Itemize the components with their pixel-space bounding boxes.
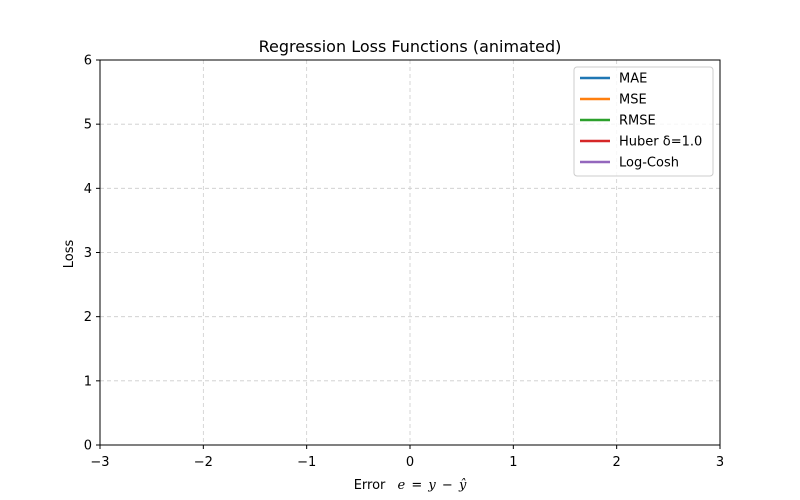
x-tick-label: −3 (90, 455, 109, 470)
legend-box (573, 66, 714, 177)
x-axis-label: Error e = y − ŷ (354, 478, 467, 493)
y-tick-label: 2 (84, 310, 92, 325)
chart-title: Regression Loss Functions (animated) (259, 37, 562, 56)
x-tick-label: 2 (613, 455, 621, 470)
y-tick-label: 6 (84, 54, 92, 69)
y-axis-ticks: 0 1 2 3 4 5 6 (84, 54, 100, 454)
legend-label: RMSE (619, 114, 656, 129)
x-tick-label: 3 (716, 455, 724, 470)
x-axis-label-eq: = (411, 478, 422, 493)
y-tick-label: 1 (84, 374, 92, 389)
x-axis-label-yhat: ŷ (458, 478, 467, 493)
legend-label: MSE (619, 93, 647, 108)
x-axis-label-e: e (398, 478, 406, 493)
legend-label: MAE (619, 72, 647, 87)
y-tick-label: 4 (84, 182, 92, 197)
y-tick-label: 5 (84, 118, 92, 133)
x-axis-ticks: −3 −2 −1 0 1 2 3 (90, 445, 724, 470)
x-axis-label-y: y (427, 478, 436, 493)
legend-label: Log-Cosh (619, 156, 679, 171)
y-tick-label: 3 (84, 246, 92, 261)
grid (100, 60, 720, 445)
x-axis-label-minus: − (442, 478, 453, 493)
y-tick-label: 0 (84, 439, 92, 454)
legend: MAE MSE RMSE Huber δ=1.0 Log-Cosh (573, 66, 714, 177)
x-tick-label: −2 (194, 455, 213, 470)
legend-label: Huber δ=1.0 (619, 135, 702, 150)
y-axis-label: Loss (62, 240, 77, 269)
x-axis-label-prefix: Error (354, 478, 386, 493)
x-tick-label: 0 (406, 455, 414, 470)
x-tick-label: −1 (297, 455, 316, 470)
x-tick-label: 1 (509, 455, 517, 470)
